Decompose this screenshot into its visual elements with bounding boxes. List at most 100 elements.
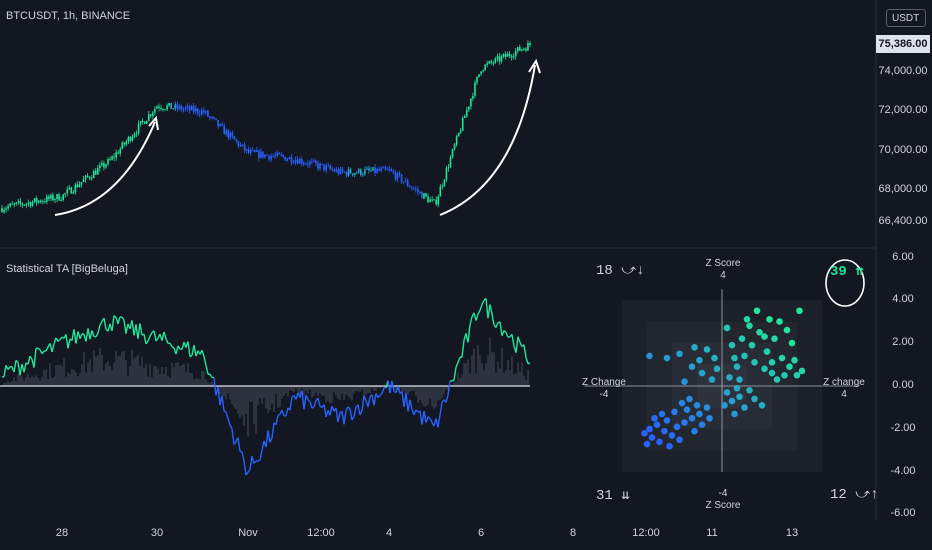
candle-body <box>441 185 444 187</box>
candle-body <box>343 171 346 173</box>
candle-body <box>107 159 109 165</box>
candle-body <box>99 165 101 169</box>
candle-body <box>347 169 350 176</box>
indicator-line-segment <box>95 332 99 338</box>
candle-body <box>306 163 309 165</box>
indicator-line-segment <box>455 361 459 368</box>
candle-body <box>131 136 134 141</box>
indicator-line-segment <box>13 360 17 373</box>
candle-body <box>404 180 407 182</box>
candle-body <box>150 114 152 116</box>
time-tick-label: 4 <box>385 527 393 539</box>
candle-body <box>429 199 431 203</box>
candle-body <box>243 144 246 151</box>
candle-body <box>527 43 529 51</box>
candle-body <box>86 175 89 177</box>
scatter-left-value: -4 <box>599 389 609 400</box>
candle-body <box>117 152 120 154</box>
scatter-point <box>691 427 698 435</box>
candle-body <box>419 192 421 194</box>
candle-body <box>525 48 527 51</box>
indicator-line-segment <box>347 406 351 410</box>
indicator-line-segment <box>147 335 151 342</box>
currency-badge[interactable]: USDT <box>886 9 926 27</box>
indicator-line-segment <box>65 334 69 349</box>
indicator-line-segment <box>437 414 441 428</box>
symbol-title[interactable]: BTCUSDT, 1h, BINANCE <box>6 10 131 22</box>
indicator-line-segment <box>337 412 341 423</box>
candle-body <box>119 148 122 154</box>
candle-body <box>315 160 317 164</box>
scatter-point <box>723 324 731 332</box>
candle-body <box>211 117 213 119</box>
indicator-line-segment <box>407 399 411 412</box>
time-tick-label: 6 <box>477 527 485 539</box>
indicator-series <box>0 297 531 476</box>
candle-body <box>349 169 352 174</box>
indicator-line-segment <box>163 331 167 339</box>
indicator-line-segment <box>249 456 253 470</box>
candle-body <box>484 64 486 71</box>
candle-body <box>300 159 303 164</box>
indicator-line-segment <box>517 336 521 343</box>
candle-body <box>376 169 378 173</box>
candle-body <box>482 70 484 72</box>
candle-body <box>180 105 183 110</box>
indicator-line-segment <box>165 338 169 344</box>
indicator-line-segment <box>359 410 363 416</box>
candle-body <box>262 151 264 158</box>
price-tick-label: 68,000.00 <box>878 183 928 196</box>
candle-body <box>23 204 26 206</box>
candle-body <box>221 123 223 126</box>
indicator-line-segment <box>125 323 129 334</box>
candle-body <box>70 187 73 194</box>
indicator-line-segment <box>289 396 293 411</box>
indicator-tick-label: 2.00 <box>892 336 914 349</box>
candle-body <box>417 189 419 193</box>
indicator-line-segment <box>373 393 377 406</box>
candle-body <box>494 58 497 63</box>
candle-body <box>514 51 517 57</box>
scatter-right-label: Z change 4 <box>820 377 868 401</box>
candle-body <box>217 120 219 127</box>
indicator-line-segment <box>237 437 241 452</box>
candle-body <box>502 54 505 57</box>
candle-body <box>156 106 158 109</box>
candle-body <box>176 104 179 109</box>
candle-body <box>129 137 132 141</box>
current-price-label: 75,386.00 <box>876 35 930 53</box>
scatter-point <box>738 335 746 343</box>
scatter-point <box>696 410 703 418</box>
indicator-line-segment <box>189 354 193 358</box>
candle-body <box>152 112 154 116</box>
grid <box>0 0 877 520</box>
scatter-point <box>751 395 758 403</box>
candle-body <box>309 161 311 165</box>
indicator-line-segment <box>349 408 353 421</box>
candle-body <box>459 130 462 133</box>
scatter-point <box>791 356 798 364</box>
candle-body <box>154 108 156 113</box>
candle-body <box>78 184 81 188</box>
indicator-line-segment <box>187 341 191 357</box>
indicator-line-segment <box>227 418 231 426</box>
indicator-line-segment <box>469 316 473 326</box>
quadrant-top-right-count: 39 ⇈ <box>830 264 864 280</box>
candle-body <box>292 162 295 164</box>
candle-body <box>56 194 58 200</box>
uptrend-arrow-right <box>439 64 536 216</box>
indicator-line-segment <box>377 394 381 399</box>
scatter-point <box>773 376 781 383</box>
indicator-title[interactable]: Statistical TA [BigBeluga] <box>6 263 128 275</box>
candle-body <box>178 105 181 109</box>
scatter-point <box>698 421 706 429</box>
scatter-point <box>721 402 728 409</box>
candle-body <box>384 167 387 169</box>
candle-body <box>362 174 364 176</box>
scatter-point <box>736 393 743 401</box>
candle-body <box>44 201 46 203</box>
indicator-line-segment <box>323 404 327 418</box>
scatter-point <box>728 341 736 349</box>
indicator-line-segment <box>223 410 227 413</box>
